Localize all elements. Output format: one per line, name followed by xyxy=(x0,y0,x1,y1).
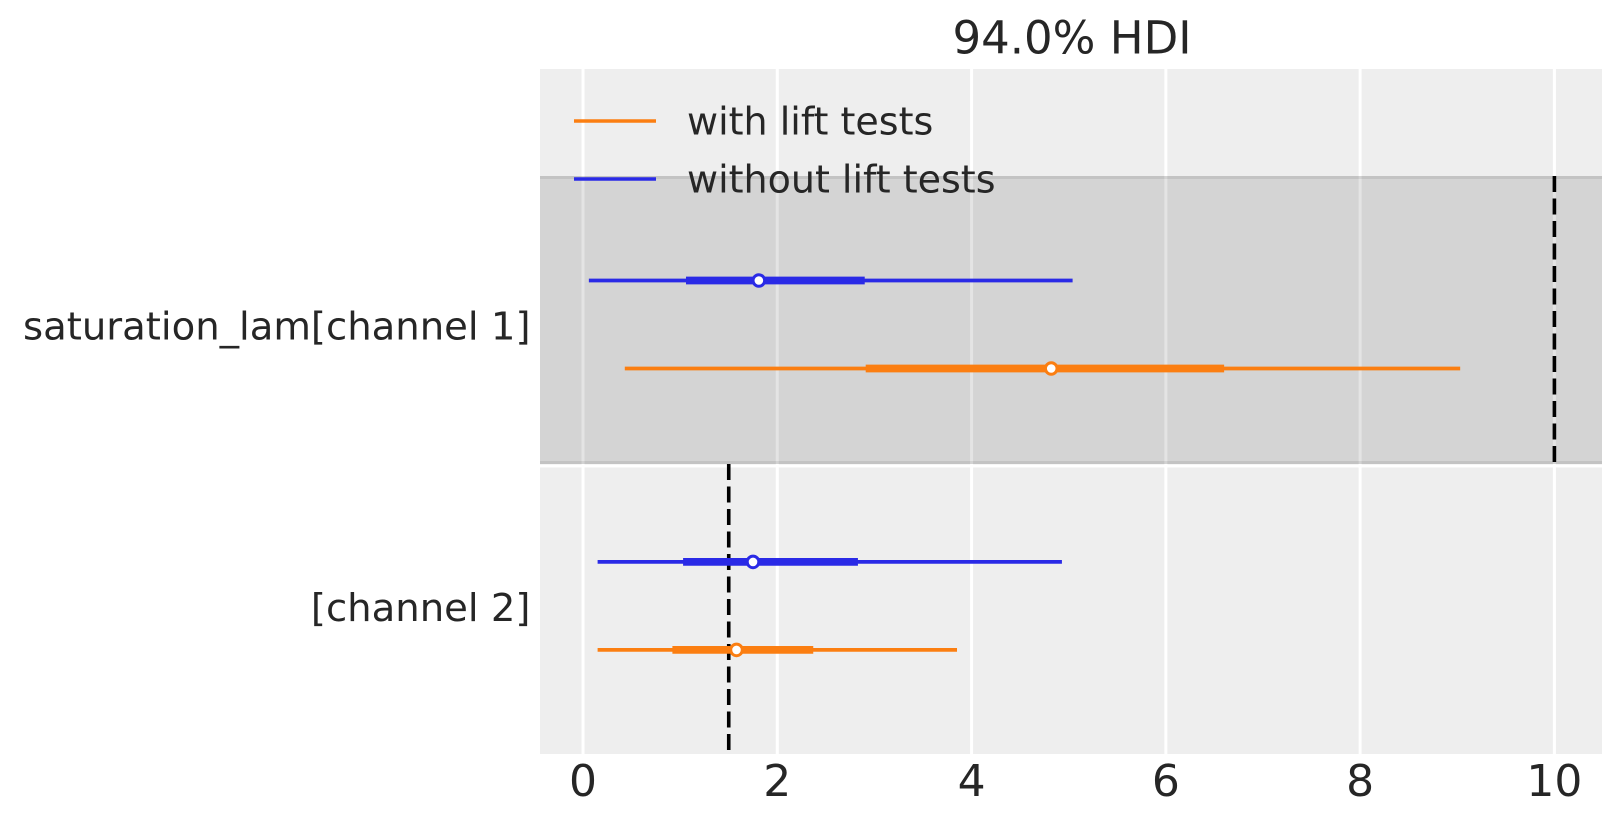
x-tick-label-6: 6 xyxy=(1152,756,1180,807)
y-tick-label-row-2: [channel 2] xyxy=(311,586,531,631)
shaded-band-row-1 xyxy=(540,176,1602,464)
x-tick-label-2: 2 xyxy=(763,756,791,807)
legend-label: without lift tests xyxy=(687,158,996,202)
median-marker xyxy=(745,554,761,570)
median-marker xyxy=(729,642,744,658)
x-tick-label-10: 10 xyxy=(1526,756,1582,807)
median-marker xyxy=(1043,361,1059,376)
chart-title: 94.0% HDI xyxy=(952,12,1191,65)
legend-item-without-lift-tests: without lift tests xyxy=(574,158,996,202)
x-tick-label-0: 0 xyxy=(569,756,597,807)
legend-label: with lift tests xyxy=(687,100,933,144)
legend-item-with-lift-tests: with lift tests xyxy=(574,100,933,144)
estimate-row-2-without-lift-tests xyxy=(597,554,1062,570)
x-tick-label-4: 4 xyxy=(958,756,986,807)
x-tick-label-8: 8 xyxy=(1346,756,1374,807)
estimate-row-2-with-lift-tests xyxy=(597,642,958,658)
y-tick-label-row-1: saturation_lam[channel 1] xyxy=(23,305,531,350)
median-marker xyxy=(751,273,767,288)
estimate-row-1-with-lift-tests xyxy=(624,361,1461,376)
estimate-row-1-without-lift-tests xyxy=(588,273,1073,288)
plot-background xyxy=(540,69,1602,754)
